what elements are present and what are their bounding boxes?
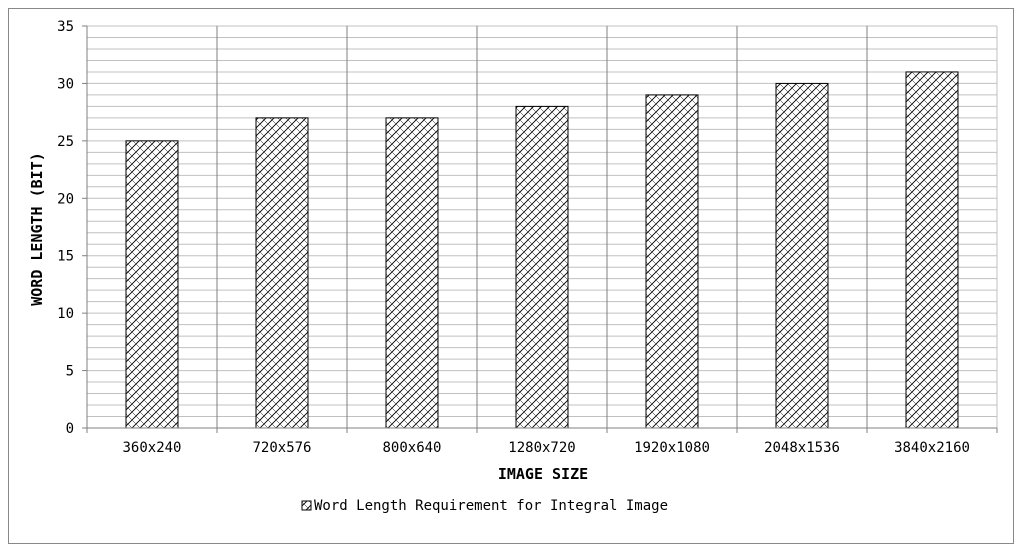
bar-2048x1536 <box>775 82 829 429</box>
y-tick-label: 20 <box>57 191 74 207</box>
legend-label: Word Length Requirement for Integral Ima… <box>314 498 668 514</box>
bars <box>125 71 959 429</box>
bar-720x576 <box>255 117 309 429</box>
x-tick-label: 1920x1080 <box>634 440 710 456</box>
y-tick-label: 25 <box>57 134 74 150</box>
x-tick-label: 720x576 <box>252 440 311 456</box>
x-axis-label: IMAGE SIZE <box>498 465 588 483</box>
axes <box>82 25 998 433</box>
y-tick-label: 10 <box>57 306 74 322</box>
y-tick-label: 35 <box>57 19 74 35</box>
legend: Word Length Requirement for Integral Ima… <box>301 498 668 514</box>
bar-800x640 <box>385 117 439 429</box>
y-axis-label: WORD LENGTH (BIT) <box>28 152 46 306</box>
bar-1920x1080 <box>645 94 699 429</box>
x-tick-label: 1280x720 <box>508 440 575 456</box>
y-tick-label: 5 <box>66 364 74 380</box>
y-tick-label: 0 <box>66 421 74 437</box>
x-tick-label: 3840x2160 <box>894 440 970 456</box>
x-tick-label: 800x640 <box>382 440 441 456</box>
bar-360x240 <box>125 140 179 429</box>
x-tick-label: 360x240 <box>122 440 181 456</box>
tick-labels: 0 5 10 15 20 25 30 35 360x240 720x576 800x640 1280x… <box>57 19 970 456</box>
bar-1280x720 <box>515 105 569 429</box>
y-tick-label: 30 <box>57 76 74 92</box>
y-tick-label: 15 <box>57 249 74 265</box>
bar-3840x2160 <box>905 71 959 429</box>
legend-swatch <box>301 500 312 511</box>
x-tick-label: 2048x1536 <box>764 440 840 456</box>
